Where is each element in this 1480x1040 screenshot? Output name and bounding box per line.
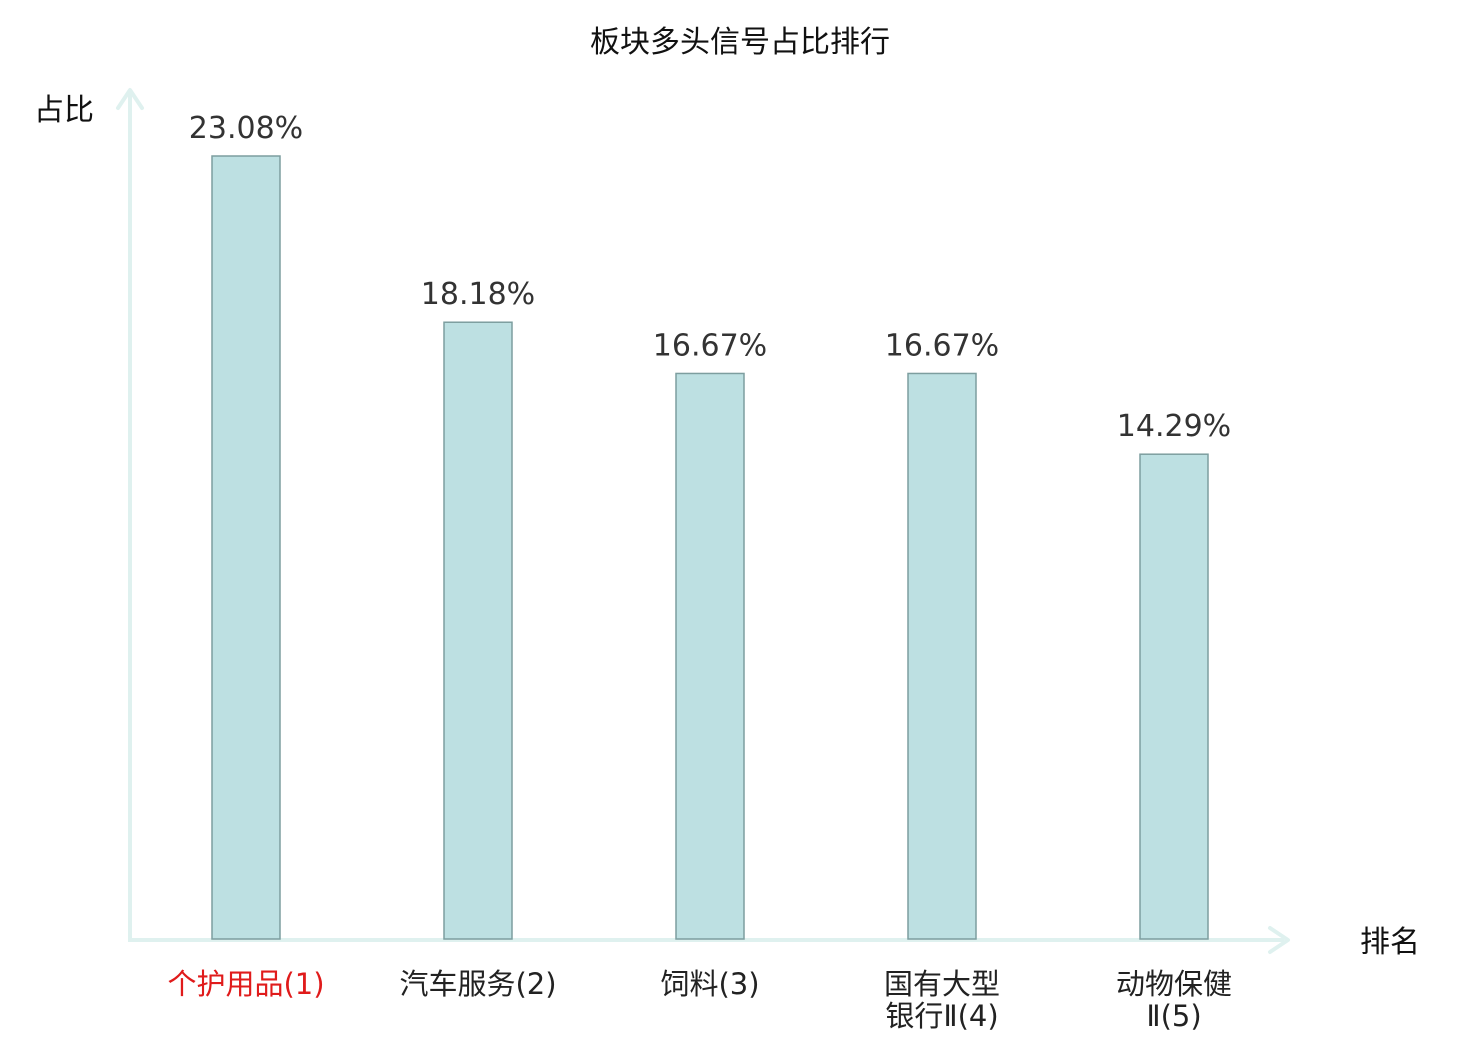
value-label-3: 16.67% — [653, 328, 767, 363]
bar-1 — [211, 155, 281, 940]
bar-3 — [675, 372, 745, 940]
category-label-1: 个护用品(1) — [167, 967, 324, 1001]
y-axis-label: 占比 — [34, 93, 94, 128]
value-labels-group: 23.08% 18.18% 16.67% 16.67% 14.29% — [189, 111, 1231, 444]
value-label-1: 23.08% — [189, 111, 303, 146]
bar-4 — [907, 372, 977, 940]
y-axis-arrow — [116, 88, 144, 110]
chart-title: 板块多头信号占比排行 — [590, 25, 890, 60]
bar-2 — [443, 321, 513, 940]
x-axis-label: 排名 — [1360, 925, 1420, 960]
value-label-5: 14.29% — [1117, 409, 1231, 444]
category-label-2: 汽车服务(2) — [399, 967, 556, 1001]
category-label-5-line-2: Ⅱ(5) — [1146, 999, 1201, 1033]
bars-group — [211, 155, 1209, 940]
category-label-3: 饲料(3) — [660, 967, 759, 1001]
category-label-4-line-2: 银行Ⅱ(4) — [885, 999, 998, 1033]
value-label-2: 18.18% — [421, 277, 535, 312]
bar-5 — [1139, 453, 1209, 940]
category-label-5-line-1: 动物保健 — [1116, 967, 1232, 1001]
value-label-4: 16.67% — [885, 328, 999, 363]
x-axis-arrow — [1268, 926, 1290, 954]
category-label-4-line-1: 国有大型 — [884, 967, 1000, 1001]
